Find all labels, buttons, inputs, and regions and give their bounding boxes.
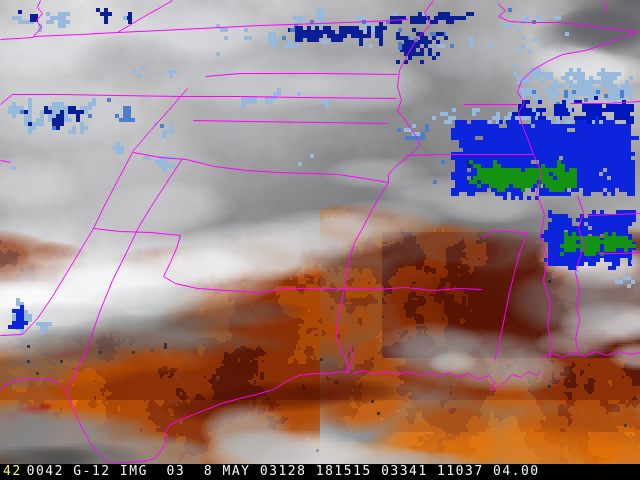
annotation-bar: 42 0042 G-12 IMG 03 8 MAY 03128 181515 0… bbox=[0, 464, 640, 480]
annotation-text: 0042 G-12 IMG 03 8 MAY 03128 181515 0334… bbox=[26, 464, 540, 479]
frame-number: 42 bbox=[3, 464, 22, 479]
satellite-image bbox=[0, 0, 640, 464]
